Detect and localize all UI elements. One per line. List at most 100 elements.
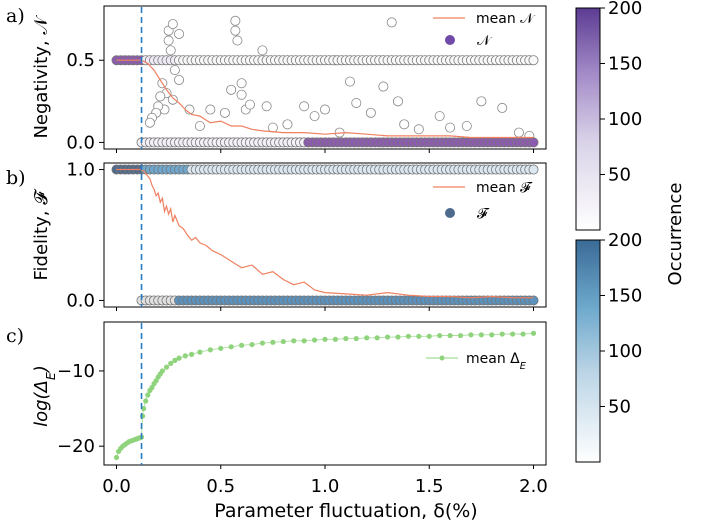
panel-c-legend-marker-swatch [439, 355, 445, 361]
outlier-marker [365, 107, 376, 118]
outlier-marker [165, 45, 176, 56]
x-tick-label: 2.0 [519, 476, 548, 497]
mean-delta-point [489, 332, 495, 338]
panel-c-label: c) [6, 325, 24, 347]
mean-delta-point [113, 454, 120, 461]
outlier-marker [309, 111, 320, 122]
outlier-marker [392, 96, 403, 107]
colorbar-blue: 200 150 100 50 [575, 230, 642, 463]
mean-delta-point [322, 336, 328, 342]
mean-delta-point [176, 355, 182, 361]
panel-a-outlier-markers [144, 15, 535, 141]
outlier-marker [282, 119, 293, 130]
panel-c-ylabel: log(ΔE) [31, 365, 58, 427]
mean-delta-point [510, 331, 516, 337]
mean-delta-point [478, 332, 484, 338]
colorbar-blue-gradient [575, 239, 601, 463]
mean-delta-point [159, 368, 165, 374]
outlier-marker [167, 94, 178, 105]
outlier-marker [174, 28, 185, 39]
mean-delta-point [447, 332, 453, 339]
outlier-marker [155, 91, 166, 102]
mean-delta-point [172, 357, 178, 363]
mean-delta-point [468, 332, 474, 338]
mean-delta-point [530, 330, 537, 336]
outlier-marker [163, 35, 174, 46]
outlier-marker [174, 74, 185, 85]
panel-a-label: a) [6, 5, 25, 27]
y-tick-label: 1.0 [66, 160, 95, 181]
outlier-marker [445, 122, 456, 133]
mean-delta-point [228, 344, 234, 350]
mean-delta-point [259, 340, 266, 346]
panel-b-band-markers [111, 164, 539, 306]
mean-delta-point [437, 332, 443, 339]
mean-delta-point [197, 349, 203, 355]
mean-delta-point [218, 345, 224, 351]
mean-delta-point [270, 339, 276, 345]
outlier-marker [226, 84, 237, 95]
mean-delta-point [239, 342, 245, 348]
outlier-marker [413, 124, 424, 135]
panel-c-legend-label: mean ΔE [466, 351, 527, 372]
outlier-marker [230, 15, 241, 26]
panel-a-mean-line [116, 59, 534, 139]
mean-delta-point [364, 335, 370, 341]
outlier-marker [434, 111, 445, 122]
x-tick-label: 1.5 [415, 476, 444, 497]
mean-delta-point [311, 337, 318, 343]
outlier-marker [194, 120, 205, 131]
panel-b-legend-series-label: 𝓕 [477, 206, 490, 222]
outlier-marker [461, 120, 472, 131]
panel-a-legend: mean 𝒩 𝒩 [433, 11, 536, 49]
colorbar-tick-label: 200 [608, 230, 642, 251]
panel-b: 1.0 0.0 b) Fidelity, 𝓕 mean 𝓕 𝓕 [6, 160, 547, 311]
mean-delta-point [499, 331, 505, 337]
panel-b-legend: mean 𝓕 𝓕 [433, 180, 533, 222]
outlier-marker [378, 81, 389, 92]
panel-a: 0.5 0.0 a) Negativity, 𝒩 mean 𝒩 𝒩 [6, 5, 547, 153]
panel-b-mean-line [116, 168, 534, 299]
x-axis-label: Parameter fluctuation, δ(%) [214, 500, 477, 522]
outlier-marker [205, 104, 216, 115]
upper-band-marker [528, 55, 539, 66]
panel-c-y-ticks: −10 −20 [57, 361, 534, 469]
mean-delta-point [426, 333, 432, 339]
panel-a-band-markers [111, 55, 539, 148]
outlier-marker [261, 101, 272, 112]
mean-delta-point [182, 353, 188, 359]
mean-delta-point [343, 335, 349, 342]
outlier-marker [169, 65, 180, 76]
y-tick-label: 0.0 [66, 290, 95, 311]
mean-delta-point [207, 347, 213, 353]
panel-c-axes-frame [103, 321, 547, 466]
outlier-marker [345, 76, 356, 87]
mean-delta-point [291, 338, 297, 344]
outlier-marker [167, 19, 178, 30]
outlier-marker [267, 122, 278, 133]
x-tick-label: 0.5 [206, 476, 235, 497]
panel-a-legend-series-label: 𝒩 [477, 33, 493, 49]
outlier-marker [236, 78, 247, 89]
mean-delta-point [280, 338, 286, 345]
panel-c-points [113, 330, 537, 461]
colorbar-tick-label: 50 [608, 165, 631, 186]
y-tick-label: 0.0 [66, 132, 95, 153]
lower-band-marker [528, 137, 539, 148]
y-tick-label: −10 [57, 361, 95, 382]
outlier-marker [232, 35, 243, 46]
outlier-marker [497, 102, 508, 113]
outlier-marker [386, 17, 397, 28]
colorbar-tick-label: 100 [608, 341, 642, 362]
colorbar-purple-gradient [575, 7, 601, 231]
panel-b-y-ticks: 1.0 0.0 [66, 160, 534, 311]
mean-delta-point [145, 392, 151, 398]
upper-band-marker [528, 164, 539, 175]
panel-a-y-ticks: 0.5 0.0 [66, 50, 534, 153]
mean-delta-point [143, 398, 149, 404]
mean-delta-point [332, 336, 339, 342]
x-tick-label: 1.0 [311, 476, 340, 497]
outlier-marker [399, 119, 410, 130]
mean-delta-point [457, 332, 464, 339]
